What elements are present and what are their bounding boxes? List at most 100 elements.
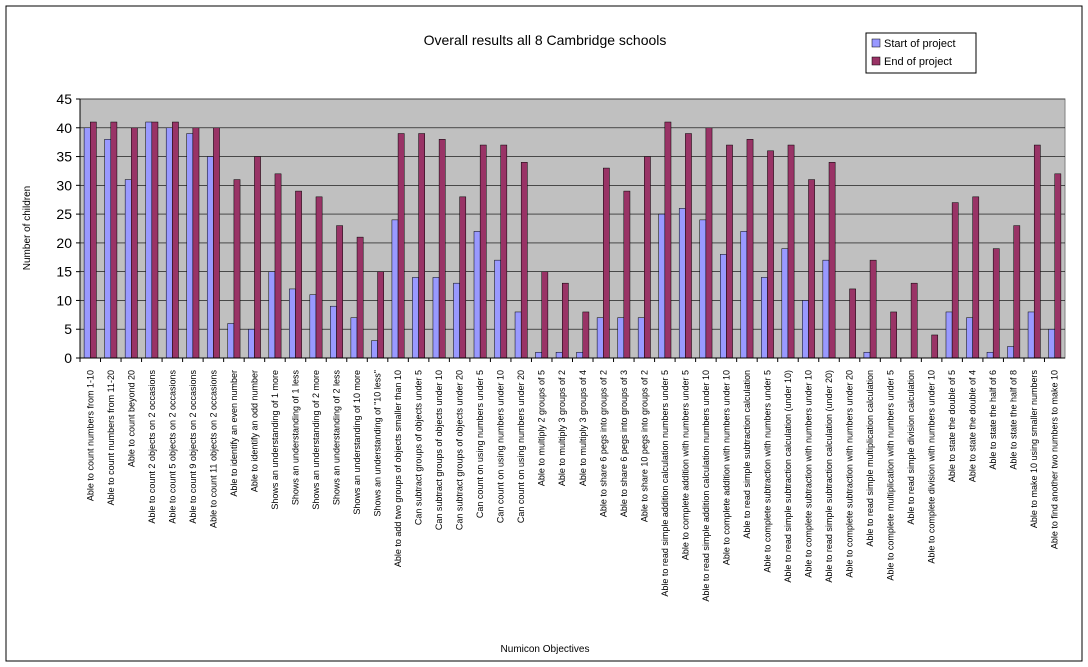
- bar-end-40: [910, 282, 918, 359]
- bar-start-6: [206, 156, 214, 359]
- bar-end-2: [131, 127, 138, 359]
- legend-label-start: Start of project: [884, 38, 956, 50]
- bar-end-44: [992, 248, 1000, 359]
- bar-start-11: [309, 294, 317, 359]
- x-tick-label: Able to complete addition with numbers u…: [680, 370, 690, 560]
- bar-end-13: [356, 236, 364, 359]
- bar-end-37: [849, 288, 856, 359]
- x-tick-label: Able to state the half of 8: [1009, 370, 1019, 470]
- bar-start-45: [1007, 346, 1014, 359]
- x-tick-label: Can subtract groups of objects under 10: [434, 370, 444, 530]
- x-tick-label: Able to make 10 using smaller numbers: [1029, 370, 1039, 529]
- x-tick-label: Can subtract groups of objects under 5: [414, 370, 424, 525]
- bar-start-33: [761, 277, 768, 359]
- bar-start-26: [617, 317, 625, 359]
- y-tick-label: 20: [56, 235, 72, 251]
- bar-start-16: [412, 277, 419, 359]
- x-tick-label: Able to state the double of 4: [968, 370, 978, 482]
- bar-start-25: [596, 317, 604, 359]
- x-tick-label: Able to count 5 objects on 2 occasions: [167, 370, 177, 524]
- bar-end-12: [336, 225, 343, 359]
- bar-end-4: [172, 121, 179, 359]
- x-tick-label: Able to complete subtraction with number…: [762, 370, 772, 573]
- x-tick-label: Able to read simple division calculation: [906, 370, 916, 525]
- bar-start-4: [165, 127, 173, 359]
- x-tick-label: Shows an understanding of 1 more: [270, 370, 280, 510]
- bar-start-7: [227, 323, 235, 359]
- bar-start-30: [699, 219, 707, 359]
- bar-end-21: [520, 162, 528, 359]
- bar-start-21: [514, 311, 522, 359]
- bar-start-20: [494, 259, 501, 359]
- bar-start-34: [781, 248, 789, 359]
- x-tick-label: Able to count 2 objects on 2 occasions: [147, 370, 157, 524]
- bar-end-7: [233, 179, 241, 359]
- bar-start-22: [535, 351, 542, 359]
- x-tick-label: Can count on using numbers under 20: [516, 370, 526, 523]
- bar-start-23: [555, 351, 563, 359]
- bar-start-44: [986, 351, 994, 359]
- y-tick-label: 40: [56, 120, 72, 136]
- bar-end-43: [972, 196, 980, 359]
- legend-box: [865, 32, 977, 74]
- x-tick-label: Able to count 9 objects on 2 occasions: [188, 370, 198, 524]
- legend-swatch-end: [871, 56, 881, 66]
- bar-end-23: [561, 282, 569, 359]
- bar-end-42: [951, 202, 959, 359]
- bar-start-36: [822, 259, 830, 359]
- y-tick-label: 30: [56, 177, 72, 193]
- bar-end-39: [890, 311, 897, 359]
- bar-end-0: [90, 121, 97, 359]
- bar-start-3: [145, 121, 153, 359]
- bar-start-12: [330, 305, 337, 359]
- bar-end-30: [705, 127, 713, 359]
- x-tick-labels: Able to count numbers from 1-10 Able to c…: [79, 358, 1060, 602]
- x-tick-label: Able to count beyond 20: [126, 370, 136, 467]
- bar-start-15: [391, 219, 399, 359]
- bar-end-22: [541, 271, 549, 359]
- x-tick-label: Able to add two groups of objects smalle…: [393, 370, 403, 567]
- bar-start-28: [658, 213, 666, 359]
- bar-end-32: [746, 139, 754, 359]
- bar-start-13: [350, 317, 358, 359]
- bar-start-24: [576, 351, 584, 359]
- bar-end-35: [808, 179, 815, 359]
- x-tick-label: Able to share 6 pegs into groups of 2: [598, 370, 608, 517]
- x-tick-label: Shows an understanding of 2 less: [332, 370, 342, 506]
- x-tick-label: Shows an understanding of "10 less": [373, 370, 383, 516]
- bar-end-10: [295, 190, 302, 359]
- bar-end-41: [931, 334, 939, 359]
- x-tick-label: Able to read simple addition calculation…: [660, 370, 670, 597]
- x-tick-label: Able to complete division with numbers u…: [927, 370, 937, 564]
- x-tick-label: Able to state the half of 6: [988, 370, 998, 470]
- legend-swatch-start: [871, 38, 881, 48]
- x-tick-label: Able to identify an odd number: [249, 370, 259, 492]
- bar-end-47: [1054, 173, 1062, 359]
- x-axis-label: Numicon Objectives: [501, 644, 590, 655]
- bar-start-0: [83, 127, 91, 359]
- bar-end-9: [274, 173, 282, 359]
- x-tick-label: Able to count 11 objects on 2 occasions: [208, 370, 218, 528]
- bar-end-20: [500, 144, 508, 359]
- bar-end-33: [767, 150, 774, 359]
- bar-start-10: [289, 288, 296, 359]
- bar-end-28: [664, 121, 672, 359]
- x-tick-label: Can count on using numbers under 5: [475, 370, 485, 518]
- bar-end-5: [192, 127, 200, 359]
- x-tick-label: Able to state the double of 5: [947, 370, 957, 482]
- chart-title: Overall results all 8 Cambridge schools: [424, 32, 667, 48]
- y-tick-label: 35: [56, 149, 72, 165]
- bar-start-2: [124, 179, 132, 359]
- x-tick-label: Able to read simple subtraction calculat…: [742, 370, 752, 539]
- x-tick-label: Able to complete subtraction with number…: [803, 370, 813, 578]
- bar-end-19: [479, 144, 487, 359]
- x-tick-label: Shows an understanding of 1 less: [290, 370, 300, 506]
- bar-end-29: [685, 133, 692, 359]
- x-tick-label: Able to identify an even number: [229, 370, 239, 497]
- x-tick-label: Shows an understanding of 10 more: [352, 370, 362, 515]
- bar-end-31: [726, 144, 733, 359]
- y-tick-label: 25: [56, 206, 72, 222]
- bar-end-18: [459, 196, 467, 359]
- x-tick-label: Able to complete addition with numbers u…: [721, 370, 731, 565]
- bar-start-5: [186, 133, 194, 359]
